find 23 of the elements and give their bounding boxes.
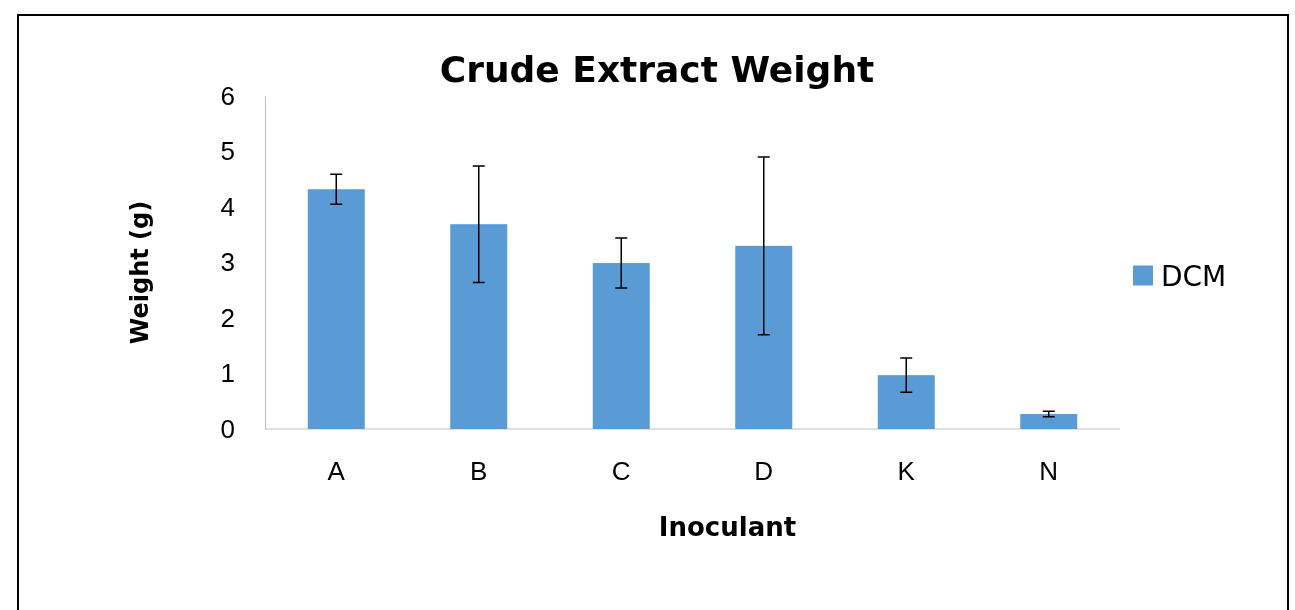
x-tick-label: N <box>1039 456 1059 487</box>
chart-title: Crude Extract Weight <box>439 49 875 90</box>
x-tick-label: B <box>470 456 488 487</box>
y-tick-label: 0 <box>220 413 235 444</box>
y-tick-label: 3 <box>220 247 235 278</box>
bar <box>1020 414 1078 429</box>
bar <box>877 375 935 429</box>
bar <box>450 224 508 429</box>
y-tick-label: 5 <box>220 136 235 167</box>
bar <box>592 263 650 429</box>
y-tick-label: 6 <box>220 80 235 111</box>
x-tick-label: K <box>897 456 916 487</box>
y-tick-label: 4 <box>220 191 235 222</box>
x-tick-label: C <box>611 456 631 487</box>
y-tick-label: 2 <box>220 302 235 333</box>
y-axis-title: Weight (g) <box>126 200 154 345</box>
x-tick-label: D <box>754 456 774 487</box>
bar <box>735 245 793 429</box>
bar <box>307 189 365 429</box>
x-axis-title: Inoculant <box>658 512 797 542</box>
legend-label: DCM <box>1161 259 1227 293</box>
y-tick-label: 1 <box>220 358 235 389</box>
x-tick-label: A <box>327 456 346 487</box>
